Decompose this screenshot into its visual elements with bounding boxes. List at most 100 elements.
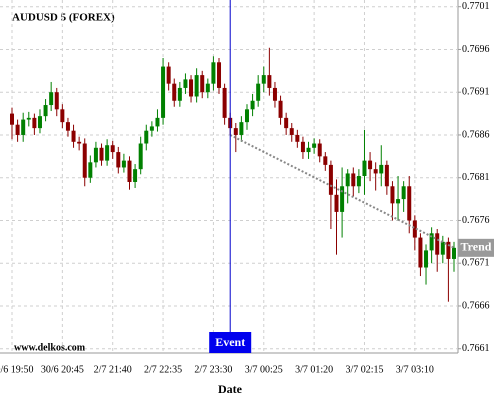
candle-body (384, 164, 389, 187)
x-tick-label: 3/7 00:25 (245, 364, 283, 375)
candle-body (15, 124, 20, 135)
candle-body (189, 79, 194, 97)
candle-body (49, 92, 54, 106)
candle-body (373, 169, 378, 174)
candle-body (295, 134, 300, 142)
candle-body (133, 169, 138, 182)
watermark: www.delkos.com (14, 342, 86, 353)
candle-body (284, 117, 289, 129)
candle-body (21, 119, 26, 135)
candle-body (149, 126, 154, 131)
x-tick-label: 2/7 23:30 (194, 364, 232, 375)
trend-line (229, 134, 455, 249)
event-label-box (209, 332, 252, 353)
y-tick-label: 0.7686 (462, 129, 490, 140)
x-tick-label: 2/7 21:40 (94, 364, 132, 375)
candle-body (155, 117, 160, 127)
y-tick-label: 0.7666 (462, 300, 490, 311)
candle-body (43, 105, 48, 117)
candle-body (32, 117, 37, 129)
candle-body (217, 62, 222, 88)
chart-title: AUDUSD 5 (FOREX) (12, 12, 115, 24)
candle-body (340, 186, 345, 212)
candle-body (407, 186, 412, 221)
candle-body (401, 186, 406, 200)
candle-body (71, 130, 76, 142)
candle-body (323, 156, 328, 165)
candle-body (127, 160, 132, 182)
candle-body (116, 152, 121, 168)
candle-body (93, 147, 98, 163)
candle-body (99, 147, 104, 161)
candle-body (267, 75, 272, 88)
candle-body (256, 83, 261, 101)
candle-body (390, 186, 395, 204)
candle-body (121, 160, 126, 168)
candle-body (138, 143, 143, 170)
candle-body (334, 194, 339, 212)
candle-body (177, 87, 182, 101)
y-tick-label: 0.7696 (462, 44, 490, 55)
candle-body (205, 83, 210, 93)
candle-body (166, 66, 171, 84)
candle-body (356, 176, 361, 187)
candle-body (429, 233, 434, 251)
candle-body (261, 75, 266, 84)
candle-body (351, 173, 356, 187)
candle-body (312, 143, 317, 148)
candle-body (440, 241, 445, 255)
x-tick-label: 30/6 19:50 (0, 364, 34, 375)
candle-body (194, 75, 199, 97)
y-tick-label: 0.7676 (462, 215, 490, 226)
candle-body (211, 62, 216, 84)
candle-body (435, 233, 440, 255)
candle-body (183, 79, 188, 88)
candle-body (233, 128, 238, 135)
candle-body (328, 164, 333, 195)
candle-body (424, 250, 429, 268)
candle-body (396, 199, 401, 204)
candle-body (161, 66, 166, 118)
candle-body (418, 237, 423, 268)
candle-body (306, 147, 311, 153)
candle-body (144, 130, 149, 144)
candle-body (278, 100, 283, 118)
candle-body (60, 109, 65, 123)
candle-body (105, 145, 110, 161)
candle-body (88, 162, 93, 178)
candle-body (77, 141, 82, 144)
candle-body (26, 117, 31, 120)
candle-body (452, 247, 456, 259)
candle-body (37, 116, 42, 129)
y-tick-label: 0.7701 (462, 1, 490, 12)
candle-body (345, 173, 350, 187)
candle-body (200, 75, 205, 93)
x-axis-title: Date (218, 382, 243, 396)
candle-body (110, 145, 115, 153)
candle-body (244, 109, 249, 123)
candle-body (172, 83, 177, 101)
y-tick-label: 0.7691 (462, 87, 490, 98)
trend-label: Trend (461, 240, 492, 254)
candle-body (317, 143, 322, 157)
candle-body (10, 113, 14, 125)
candle-body (222, 87, 227, 118)
candle-body (300, 141, 305, 153)
candle-body (82, 143, 87, 178)
candle-body (368, 160, 373, 170)
x-tick-label: 30/6 20:45 (41, 364, 84, 375)
x-tick-label: 2/7 22:35 (144, 364, 182, 375)
candle-body (54, 92, 59, 110)
candle-body (65, 122, 70, 131)
candle-body (239, 122, 244, 135)
candle-body (289, 128, 294, 135)
y-tick-label: 0.7671 (462, 258, 490, 269)
x-tick-label: 3/7 03:10 (396, 364, 434, 375)
candle-body (446, 241, 451, 259)
candle-body (250, 100, 255, 110)
y-tick-label: 0.7661 (462, 343, 490, 354)
candle-body (412, 220, 417, 238)
candle-body (272, 87, 277, 101)
